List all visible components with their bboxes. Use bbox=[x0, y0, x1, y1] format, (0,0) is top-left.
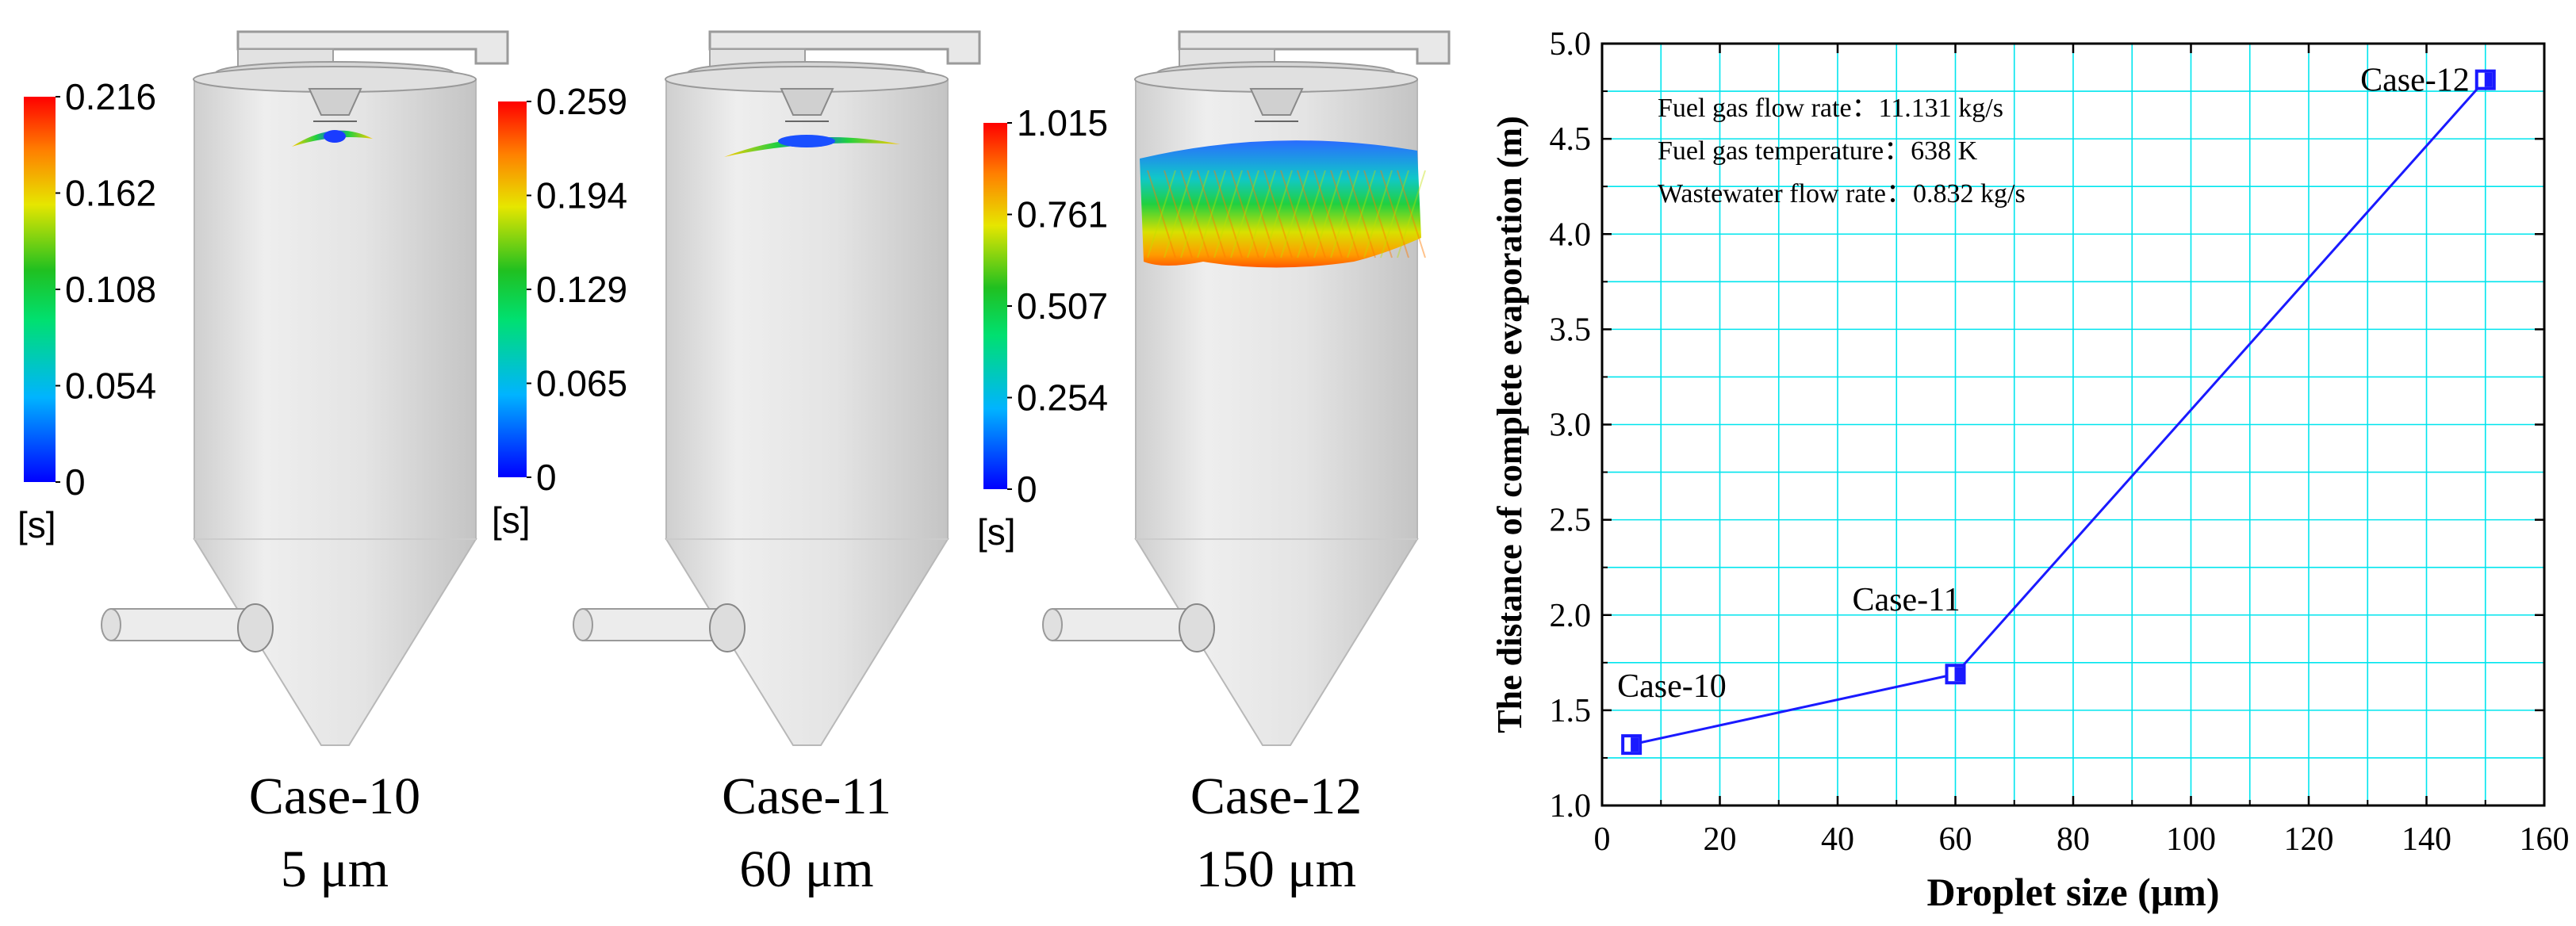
annotation-text: Fuel gas flow rate：11.131 kg/s bbox=[1658, 94, 2003, 123]
colorbar-tick-label: 0.194 bbox=[536, 175, 627, 216]
x-tick-label: 60 bbox=[1939, 821, 1972, 858]
tower-panel: 1.015 0.761 0.507 0.254 0[s] Case-12 150 μm bbox=[977, 30, 1451, 898]
droplet-size-caption: 60 μm bbox=[739, 840, 873, 898]
colorbar-tick-label: 0.254 bbox=[1017, 377, 1108, 419]
droplet-size-caption: 5 μm bbox=[281, 840, 389, 898]
y-tick-label: 1.0 bbox=[1550, 788, 1592, 825]
colorbar-gradient bbox=[983, 123, 1007, 489]
point-label: Case-10 bbox=[1617, 668, 1727, 705]
annotation-text: Fuel gas temperature：638 K bbox=[1658, 136, 1978, 166]
evaporation-distance-chart: 0 20 40 60 80 100 120 140 160 1.0 1.5 2.0 2.5 3.0 3.5 4… bbox=[1490, 26, 2570, 914]
x-tick-label: 120 bbox=[2284, 821, 2334, 858]
y-axis-label: The distance of complete evaporation (m) bbox=[1490, 116, 1529, 733]
y-tick-label: 3.0 bbox=[1550, 408, 1592, 444]
y-tick-label: 5.0 bbox=[1550, 26, 1592, 63]
x-tick-label: 140 bbox=[2402, 821, 2451, 858]
x-tick-label: 0 bbox=[1594, 821, 1611, 858]
droplet-spray-region bbox=[292, 130, 373, 147]
dryer-tower-illustration bbox=[573, 30, 981, 746]
droplet-size-caption: 150 μm bbox=[1196, 840, 1356, 898]
colorbar-tick-label: 0.129 bbox=[536, 269, 627, 310]
dryer-tower-illustration bbox=[101, 30, 509, 746]
colorbar-tick-label: 0.108 bbox=[65, 269, 156, 310]
droplet-spray-region bbox=[724, 135, 900, 157]
colorbar-tick-label: 1.015 bbox=[1017, 102, 1108, 143]
tower-panel: 0.259 0.194 0.129 0.065 0[s] Case-11 60 μm bbox=[492, 30, 981, 898]
y-tick-label: 4.5 bbox=[1550, 121, 1592, 158]
colorbar-tick-label: 0.054 bbox=[65, 365, 156, 407]
y-tick-label: 4.0 bbox=[1550, 216, 1592, 253]
point-label: Case-11 bbox=[1853, 582, 1961, 618]
colorbar-gradient bbox=[498, 101, 527, 477]
case-caption: Case-10 bbox=[249, 767, 420, 825]
x-axis-label: Droplet size (μm) bbox=[1927, 870, 2220, 914]
tower-panel: 0.216 0.162 0.108 0.054 0[s] Case-10 5 μm bbox=[17, 30, 509, 898]
colorbar: 1.015 0.761 0.507 0.254 0[s] bbox=[977, 102, 1108, 553]
colorbar-unit: [s] bbox=[977, 511, 1016, 553]
y-tick-label: 1.5 bbox=[1550, 693, 1592, 729]
x-tick-label: 20 bbox=[1704, 821, 1737, 858]
y-tick-label: 2.0 bbox=[1550, 598, 1592, 634]
case-caption: Case-12 bbox=[1190, 767, 1362, 825]
colorbar-tick-label: 0 bbox=[1017, 469, 1037, 510]
colorbar-tick-label: 0.162 bbox=[65, 173, 156, 214]
colorbar-tick-label: 0 bbox=[65, 461, 86, 503]
colorbar: 0.259 0.194 0.129 0.065 0[s] bbox=[492, 81, 627, 541]
case-caption: Case-11 bbox=[722, 767, 891, 825]
colorbar-tick-label: 0.761 bbox=[1017, 194, 1108, 235]
colorbar-tick-label: 0.216 bbox=[65, 76, 156, 117]
x-tick-label: 160 bbox=[2520, 821, 2570, 858]
colorbar-tick-label: 0.065 bbox=[536, 363, 627, 404]
colorbar-unit: [s] bbox=[492, 499, 531, 541]
x-tick-label: 40 bbox=[1821, 821, 1854, 858]
colorbar-unit: [s] bbox=[17, 504, 56, 545]
y-tick-label: 3.5 bbox=[1550, 312, 1592, 348]
colorbar-tick-label: 0.507 bbox=[1017, 285, 1108, 327]
x-tick-label: 80 bbox=[2057, 821, 2090, 858]
droplet-spray-region bbox=[1140, 140, 1426, 268]
y-tick-label: 2.5 bbox=[1550, 503, 1592, 539]
colorbar: 0.216 0.162 0.108 0.054 0[s] bbox=[17, 76, 156, 545]
colorbar-tick-label: 0.259 bbox=[536, 81, 627, 122]
colorbar-gradient bbox=[24, 97, 56, 482]
annotation-text: Wastewater flow rate：0.832 kg/s bbox=[1658, 179, 2026, 209]
x-tick-label: 100 bbox=[2166, 821, 2216, 858]
point-label: Case-12 bbox=[2360, 63, 2470, 99]
colorbar-tick-label: 0 bbox=[536, 457, 557, 498]
